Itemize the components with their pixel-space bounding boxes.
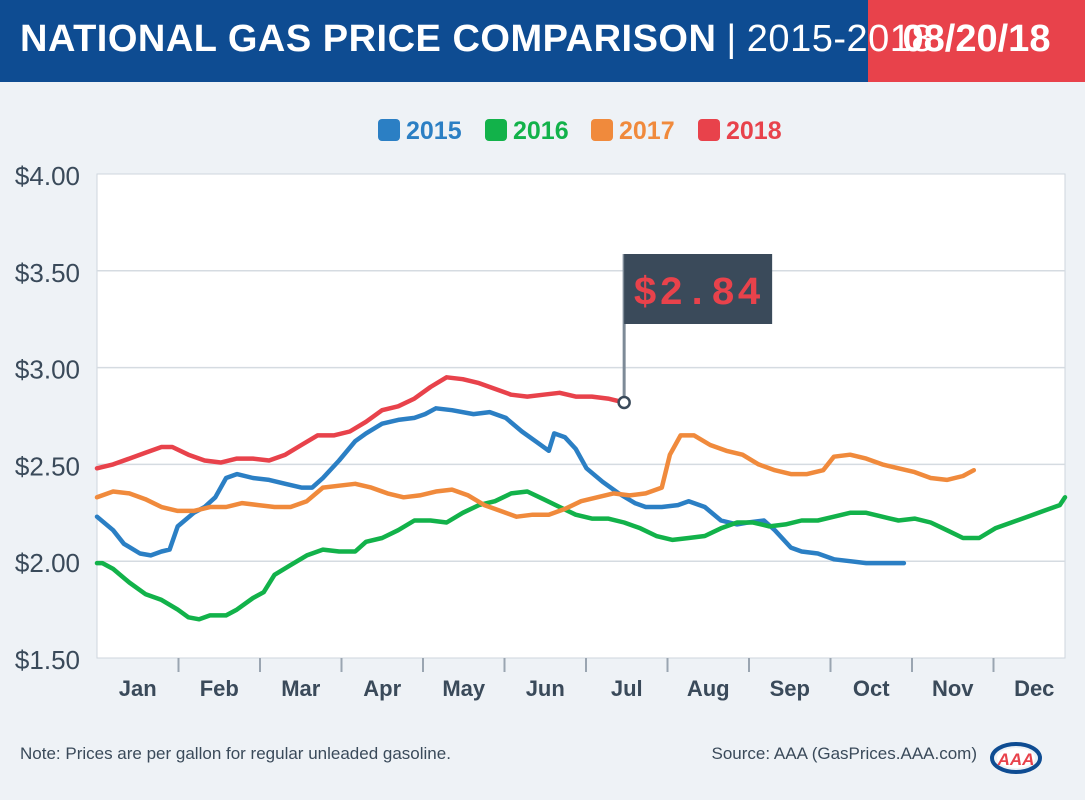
header-banner: NATIONAL GAS PRICE COMPARISON | 2015-2018 …	[0, 0, 1085, 82]
series-line-2017	[94, 433, 977, 519]
y-tick-label: $2.00	[15, 548, 80, 578]
x-tick-label: Dec	[1014, 676, 1054, 701]
x-tick-label: Feb	[200, 676, 239, 701]
date-box	[868, 0, 1085, 82]
plot-area	[96, 173, 1066, 659]
legend-label-2017: 2017	[619, 117, 675, 145]
x-tick-label: Aug	[687, 676, 730, 701]
title-years: 2015-2018	[746, 18, 934, 60]
x-tick-label: Jan	[119, 676, 157, 701]
source-credit: Source: AAA (GasPrices.AAA.com)	[711, 744, 977, 763]
chart-legend: 2015 2016 2017 2018	[378, 117, 782, 145]
price-callout: $2.84	[617, 254, 773, 410]
page-title: NATIONAL GAS PRICE COMPARISON | 2015-2018	[20, 18, 933, 61]
title-bar	[0, 0, 868, 82]
y-tick-label: $4.00	[15, 161, 80, 191]
y-tick-label: $3.50	[15, 258, 80, 288]
legend-swatch-2016	[485, 119, 507, 141]
legend-label-2015: 2015	[406, 117, 462, 145]
x-tick-label: May	[442, 676, 486, 701]
legend-label-2018: 2018	[726, 117, 782, 145]
legend-label-2016: 2016	[513, 117, 569, 145]
x-tick-label: Jun	[526, 676, 565, 701]
x-tick-label: Mar	[281, 676, 321, 701]
y-axis: $4.00 $3.50 $3.00 $2.50 $2.00 $1.50	[15, 161, 80, 675]
x-tick-label: Oct	[853, 676, 890, 701]
x-tick-label: Nov	[932, 676, 974, 701]
x-tick-label: Apr	[363, 676, 401, 701]
footnote: Note: Prices are per gallon for regular …	[20, 744, 451, 763]
x-axis: Jan Feb Mar Apr May Jun Jul Aug Sep Oct Nov Dec	[119, 658, 1054, 701]
flag-box	[624, 254, 773, 324]
y-tick-label: $2.50	[15, 451, 80, 481]
gas-price-chart: 2015 2016 2017 2018 $4.00 $3.50 $3.00 $2.50 $2.…	[15, 117, 1068, 701]
series-line-2018	[94, 375, 627, 471]
callout-marker	[617, 395, 631, 410]
svg-text:AAA: AAA	[997, 750, 1035, 769]
legend-swatch-2018	[698, 119, 720, 141]
title-separator: |	[726, 18, 737, 60]
legend-swatch-2017	[591, 119, 613, 141]
x-tick-label: Jul	[611, 676, 643, 701]
series-lines	[94, 375, 1068, 622]
date-label: 08/20/18	[902, 18, 1051, 60]
title-main: NATIONAL GAS PRICE COMPARISON	[20, 18, 717, 60]
y-tick-label: $1.50	[15, 645, 80, 675]
aaa-logo: AAA	[990, 742, 1042, 774]
x-tick-label: Sep	[770, 676, 810, 701]
flag-price-label: $2.84	[633, 272, 763, 317]
y-tick-label: $3.00	[15, 355, 80, 385]
legend-swatch-2015	[378, 119, 400, 141]
series-line-2016	[94, 489, 1068, 622]
